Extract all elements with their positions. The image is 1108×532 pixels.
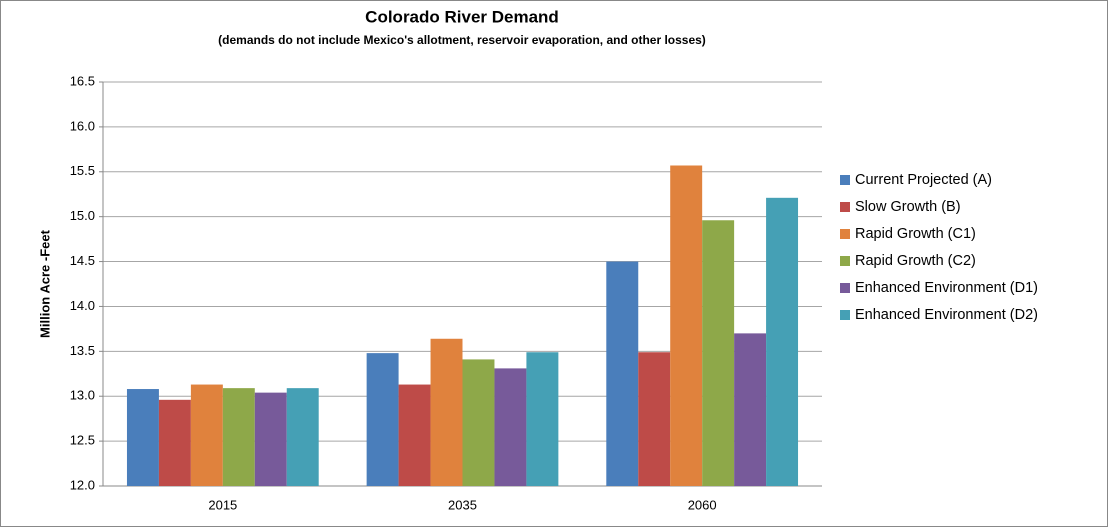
bar [126,389,159,486]
y-tick-label: 15.5 [70,163,95,178]
bar [526,352,559,486]
bar [286,388,319,486]
y-tick-label: 12.0 [70,477,95,492]
bar [702,220,735,486]
legend-label: Current Projected (A) [855,172,992,188]
bar [766,197,799,486]
y-tick-label: 13.5 [70,343,95,358]
x-tick-label: 2035 [448,497,477,512]
bar [606,261,639,486]
bar [254,392,287,486]
bar [734,333,767,486]
bar [398,384,431,486]
legend-swatch [840,202,850,212]
bar [494,368,527,486]
y-tick-label: 16.0 [70,118,95,133]
bar [670,165,703,486]
y-tick-label: 14.5 [70,253,95,268]
legend-swatch [840,310,850,320]
legend-label: Enhanced Environment (D1) [855,280,1038,296]
legend-swatch [840,175,850,185]
legend-label: Enhanced Environment (D2) [855,307,1038,323]
bar [366,353,399,486]
y-tick-label: 14.0 [70,298,95,313]
chart-title: Colorado River Demand [365,7,559,26]
x-tick-label: 2060 [688,497,717,512]
y-tick-label: 12.5 [70,433,95,448]
legend-swatch [840,256,850,266]
bar [462,359,495,486]
legend-label: Slow Growth (B) [855,199,961,215]
y-tick-label: 15.0 [70,208,95,223]
bar [638,352,671,486]
x-tick-label: 2015 [208,497,237,512]
y-tick-label: 13.0 [70,388,95,403]
y-tick-label: 16.5 [70,73,95,88]
bar [158,399,191,486]
y-axis-label: Million Acre -Feet [37,229,52,338]
bar [190,384,223,486]
legend-label: Rapid Growth (C1) [855,226,976,242]
chart-subtitle: (demands do not include Mexico's allotme… [218,33,706,47]
bar [430,338,463,486]
bar [222,388,255,486]
legend-swatch [840,283,850,293]
legend-label: Rapid Growth (C2) [855,253,976,269]
legend-swatch [840,229,850,239]
